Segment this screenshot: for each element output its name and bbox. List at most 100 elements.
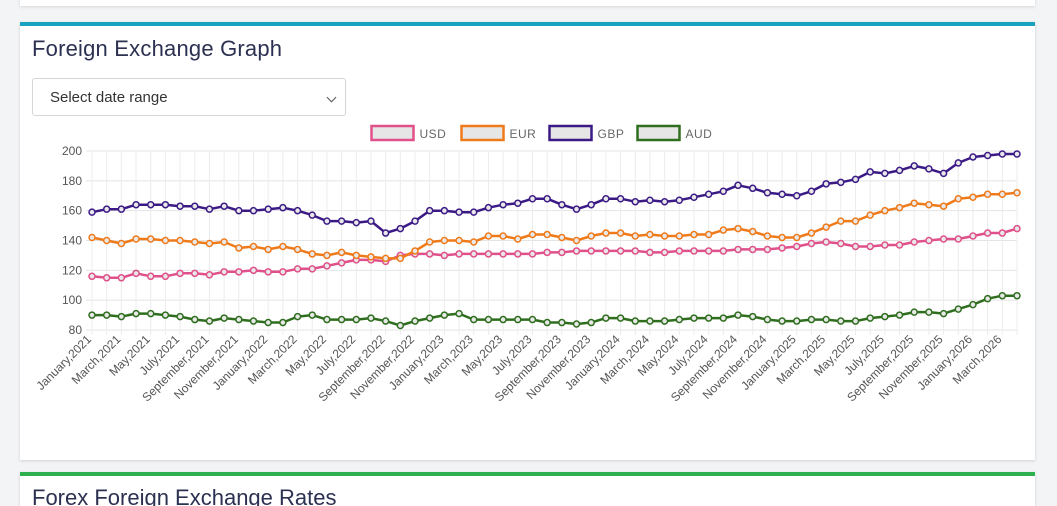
data-point-aud (352, 315, 361, 324)
data-point-eur (866, 211, 874, 219)
data-point-eur (748, 227, 757, 236)
data-point-eur (660, 232, 669, 240)
data-point-usd (837, 239, 845, 248)
data-point-aud (88, 311, 96, 319)
data-point-gbp (308, 211, 316, 219)
data-point-gbp (895, 166, 904, 175)
data-point-eur (998, 190, 1007, 199)
data-point-gbp (469, 208, 478, 216)
data-point-eur (146, 235, 155, 243)
data-point-usd (748, 245, 757, 254)
data-point-gbp (822, 180, 830, 188)
y-tick-label: 160 (62, 204, 82, 218)
data-point-eur (895, 203, 904, 212)
data-point-eur (455, 236, 463, 245)
data-point-gbp (484, 203, 493, 212)
data-point-usd (587, 247, 595, 255)
data-point-usd (631, 247, 640, 255)
data-point-aud (543, 318, 551, 327)
data-point-usd (822, 238, 830, 246)
legend-item-eur[interactable]: EUR (460, 124, 537, 142)
data-point-gbp (748, 184, 757, 193)
data-point-usd (323, 262, 331, 270)
data-point-eur (235, 244, 243, 252)
data-point-usd (102, 274, 111, 282)
data-point-gbp (954, 159, 963, 167)
data-point-usd (881, 241, 889, 249)
data-point-gbp (220, 202, 228, 210)
data-point-eur (176, 236, 184, 245)
data-point-eur (161, 236, 170, 245)
data-point-gbp (719, 187, 728, 196)
data-point-gbp (998, 150, 1007, 158)
data-point-gbp (381, 229, 390, 237)
data-point-usd (543, 248, 551, 257)
data-point-eur (132, 235, 140, 243)
data-point-aud (220, 314, 228, 322)
legend-item-aud[interactable]: AUD (636, 124, 713, 142)
data-point-aud (499, 315, 507, 324)
data-point-usd (469, 250, 478, 258)
legend-label: AUD (686, 127, 713, 141)
data-point-usd (616, 247, 625, 255)
data-point-gbp (881, 169, 889, 178)
data-point-eur (954, 194, 963, 203)
data-point-usd (954, 235, 963, 243)
data-point-eur (572, 236, 581, 245)
data-point-eur (704, 230, 713, 239)
data-point-eur (983, 190, 992, 199)
data-point-aud (308, 311, 316, 319)
data-point-gbp (411, 217, 419, 225)
data-point-aud (778, 317, 786, 325)
series-line-gbp (91, 152, 1017, 235)
data-point-eur (1013, 189, 1021, 197)
data-point-eur (440, 236, 449, 245)
data-point-gbp (631, 197, 640, 206)
data-point-eur (675, 232, 684, 240)
data-point-eur (367, 253, 375, 261)
data-point-gbp (807, 187, 816, 196)
data-point-usd (910, 238, 918, 246)
data-point-eur (102, 236, 111, 245)
data-point-eur (88, 233, 96, 242)
data-point-aud (998, 291, 1007, 300)
data-point-usd (719, 247, 728, 255)
data-point-aud (719, 314, 728, 322)
data-point-eur (910, 199, 918, 207)
data-point-gbp (191, 202, 199, 210)
legend-item-usd[interactable]: USD (370, 124, 447, 142)
legend-item-gbp[interactable]: GBP (548, 124, 625, 142)
data-point-aud (440, 311, 449, 319)
data-point-usd (337, 259, 346, 267)
date-range-select-label: Select date range (50, 89, 168, 106)
data-point-aud (690, 314, 698, 322)
data-point-aud (675, 315, 684, 324)
date-range-select[interactable]: Select date range (32, 78, 346, 116)
data-point-aud (279, 318, 287, 327)
data-point-aud (161, 311, 170, 319)
data-point-usd (851, 242, 860, 251)
data-point-gbp (925, 165, 933, 173)
data-point-eur (837, 217, 845, 225)
data-point-aud (323, 315, 331, 324)
y-tick-label: 80 (69, 323, 83, 337)
data-point-usd (998, 229, 1007, 237)
data-point-aud (616, 314, 625, 322)
data-point-eur (734, 224, 742, 233)
y-tick-label: 180 (62, 174, 82, 188)
legend-swatch (548, 124, 593, 142)
data-point-gbp (176, 202, 184, 210)
data-point-usd (220, 268, 228, 276)
forex-graph-card: Foreign Exchange Graph Select date range… (20, 22, 1035, 460)
data-point-gbp (1013, 150, 1021, 158)
data-point-eur (425, 238, 434, 246)
data-point-eur (323, 251, 331, 260)
data-point-aud (602, 314, 610, 322)
data-point-usd (514, 250, 522, 258)
data-point-usd (939, 235, 948, 243)
data-point-usd (176, 269, 184, 278)
data-point-eur (763, 232, 772, 240)
data-point-eur (719, 226, 728, 234)
data-point-usd (249, 266, 258, 275)
data-point-aud (396, 321, 405, 330)
